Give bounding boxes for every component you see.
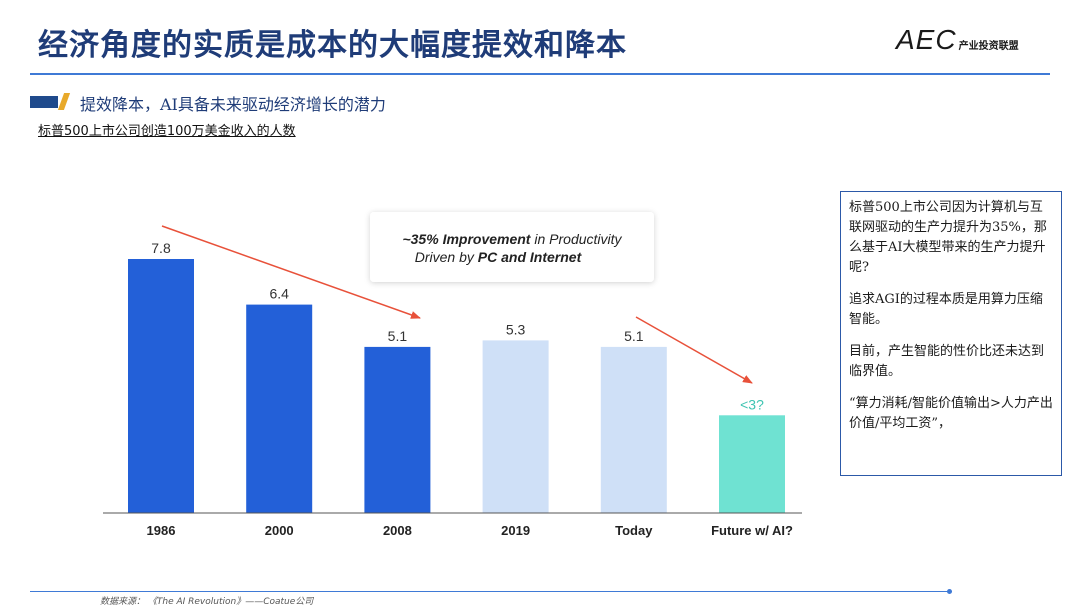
trend-arrow-ai bbox=[635, 316, 753, 384]
annotation-productivity: in Productivity bbox=[530, 231, 622, 247]
annotation-pct: ~35% bbox=[402, 231, 442, 247]
annotation-pc-internet: PC and Internet bbox=[478, 249, 583, 265]
bars-layer: 7.8 1986 6.4 2000 5.1 2008 5.3 2019 5.1 Today <3? F… bbox=[128, 240, 793, 538]
data-source: 数据来源： 《The AI Revolution》——Coatue公司 bbox=[100, 597, 314, 607]
section-subtitle: 提效降本，AI具备未来驱动经济增长的潜力 bbox=[80, 95, 386, 114]
commentary-box: 标普500上市公司因为计算机与互联网驱动的生产力提升为35%，那么基于AI大模型… bbox=[840, 191, 1062, 476]
x-tick-label-5: Future w/ AI? bbox=[711, 523, 793, 538]
bar-value-label-4: 5.1 bbox=[624, 328, 644, 344]
header-divider bbox=[30, 73, 1050, 75]
footer-divider-dot bbox=[947, 589, 952, 594]
annotation-callout: ~35% Improvement in Productivity Driven … bbox=[370, 212, 654, 282]
bar-1 bbox=[246, 304, 313, 513]
x-tick-label-1: 2000 bbox=[265, 523, 294, 538]
commentary-p4: “算力消耗/智能价值输出>人力产出价值/平均工资”， bbox=[849, 396, 1053, 431]
commentary-p2: 追求AGI的过程本质是用算力压缩智能。 bbox=[849, 292, 1043, 327]
logo-mark: AEC bbox=[896, 24, 957, 55]
bar-value-label-3: 5.3 bbox=[506, 321, 526, 337]
bar-value-label-2: 5.1 bbox=[388, 328, 408, 344]
brand-logo: AEC 产业投资联盟 bbox=[896, 24, 1019, 56]
bar-3 bbox=[482, 340, 549, 513]
trend-arrow-pc-internet bbox=[161, 225, 421, 319]
page-title: 经济角度的实质是成本的大幅度提效和降本 bbox=[38, 28, 627, 63]
bar-value-label-0: 7.8 bbox=[151, 240, 171, 256]
chart-caption: 标普500上市公司创造100万美金收入的人数 bbox=[38, 124, 296, 139]
bar-4 bbox=[600, 346, 667, 513]
trend-arrows bbox=[161, 225, 753, 384]
annotation-line-1: ~35% Improvement in Productivity bbox=[402, 231, 622, 247]
x-tick-label-2: 2008 bbox=[383, 523, 412, 538]
annotation-box bbox=[370, 212, 654, 282]
logo-text: 产业投资联盟 bbox=[958, 41, 1019, 52]
bar-0 bbox=[128, 259, 194, 513]
commentary-p3: 目前，产生智能的性价比还未达到临界值。 bbox=[849, 344, 1045, 379]
bar-chart: 7.8 1986 6.4 2000 5.1 2008 5.3 2019 5.1 Today <3? F… bbox=[103, 212, 802, 538]
x-tick-label-3: 2019 bbox=[501, 523, 530, 538]
bar-value-label-5: <3? bbox=[740, 396, 764, 412]
x-tick-label-0: 1986 bbox=[147, 523, 176, 538]
annotation-improvement: Improvement bbox=[443, 231, 532, 247]
bar-2 bbox=[364, 346, 431, 513]
subtitle-marker bbox=[30, 96, 58, 108]
annotation-line-2: Driven by PC and Internet bbox=[415, 249, 583, 265]
x-tick-label-4: Today bbox=[615, 523, 653, 538]
bar-5 bbox=[719, 415, 785, 513]
commentary-p1: 标普500上市公司因为计算机与互联网驱动的生产力提升为35%，那么基于AI大模型… bbox=[849, 200, 1047, 275]
annotation-driven-by: Driven by bbox=[415, 249, 478, 265]
bar-value-label-1: 6.4 bbox=[269, 286, 289, 302]
footer-divider bbox=[30, 591, 952, 592]
